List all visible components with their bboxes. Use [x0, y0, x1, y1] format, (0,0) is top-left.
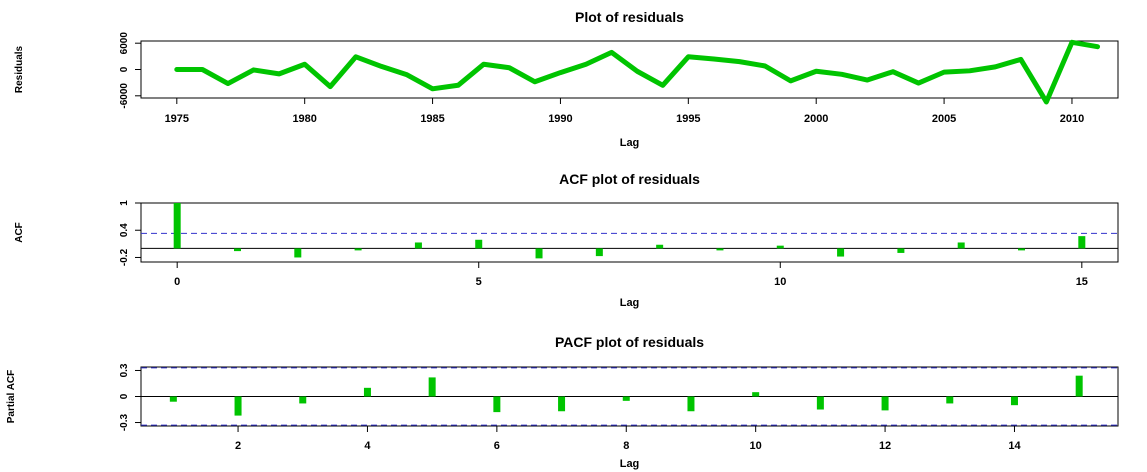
- x-tick-label: 1975: [165, 113, 189, 125]
- correlation-bar: [816, 396, 824, 410]
- acf-panel: ACF plot of residuals Lag ACF 0 5 10 15 -0.2 0.4…: [14, 171, 1119, 309]
- x-tick-label: 1995: [676, 113, 700, 125]
- correlation-bar: [173, 203, 181, 249]
- y-axis-label: Residuals: [14, 45, 25, 93]
- x-tick-label: 5: [476, 276, 482, 288]
- x-tick-label: 10: [750, 440, 762, 452]
- correlation-bar: [595, 248, 603, 257]
- x-tick-label: 1980: [292, 113, 316, 125]
- correlation-bar: [776, 245, 784, 249]
- correlation-bar: [837, 248, 845, 257]
- x-tick-label: 2005: [932, 113, 956, 125]
- correlation-bar: [354, 248, 362, 251]
- correlation-bar: [957, 242, 965, 249]
- correlation-bar: [299, 396, 307, 404]
- correlation-bar: [881, 396, 889, 411]
- x-tick-label: 0: [174, 276, 180, 288]
- correlation-bar: [558, 396, 566, 412]
- chart-title: ACF plot of residuals: [559, 171, 700, 187]
- correlation-bar: [687, 396, 695, 412]
- x-tick-label: 8: [623, 440, 629, 452]
- x-tick-label: 2010: [1060, 113, 1084, 125]
- correlation-bar: [428, 377, 436, 397]
- correlation-bar: [234, 396, 242, 416]
- x-tick-label: 2000: [804, 113, 828, 125]
- x-axis-label: Lag: [620, 297, 640, 309]
- y-axis-label: Partial ACF: [6, 370, 17, 424]
- x-tick-label: 1985: [420, 113, 444, 125]
- x-tick-label: 6: [494, 440, 500, 452]
- chart-title: PACF plot of residuals: [555, 334, 704, 350]
- residuals-panel: Plot of residuals Lag Residuals 1975 1980 198…: [14, 9, 1119, 149]
- chart-title: Plot of residuals: [575, 9, 684, 25]
- correlation-bar: [169, 396, 177, 402]
- correlation-bar: [233, 248, 241, 252]
- y-tick-label: 0: [119, 66, 130, 72]
- correlation-bar: [716, 248, 724, 251]
- correlation-bar: [622, 396, 630, 401]
- correlation-bar: [535, 248, 543, 259]
- x-tick-label: 14: [1008, 440, 1021, 452]
- correlation-bar: [1075, 375, 1083, 397]
- y-axis-label: ACF: [14, 222, 25, 243]
- correlation-bar: [1018, 248, 1026, 251]
- x-tick-label: 15: [1076, 276, 1088, 288]
- correlation-bar: [656, 244, 664, 249]
- x-axis-label: Lag: [620, 137, 640, 149]
- x-tick-label: 12: [879, 440, 891, 452]
- pacf-panel: PACF plot of residuals Lag Partial ACF 2 4 6 8…: [6, 334, 1119, 470]
- y-tick-label: 0.3: [119, 363, 130, 377]
- correlation-bar: [294, 248, 302, 258]
- correlation-bar: [897, 248, 905, 253]
- y-tick-label: 6000: [119, 32, 130, 55]
- y-tick-label: -6000: [119, 83, 130, 109]
- x-tick-label: 10: [774, 276, 786, 288]
- correlation-bar: [1078, 236, 1086, 249]
- y-tick-label: 1: [119, 200, 130, 206]
- residual-series-line: [174, 39, 1101, 105]
- x-axis-label: Lag: [620, 458, 640, 470]
- x-tick-label: 1990: [548, 113, 572, 125]
- plot-frame: [140, 202, 1119, 263]
- y-tick-label: -0.2: [119, 248, 130, 266]
- correlation-bar: [475, 239, 483, 249]
- y-tick-label: -0.3: [119, 413, 130, 431]
- correlation-bar: [414, 242, 422, 249]
- x-tick-label: 2: [235, 440, 241, 452]
- x-tick-label: 4: [364, 440, 371, 452]
- correlation-bar: [363, 387, 371, 397]
- y-tick-label: 0.4: [119, 223, 130, 237]
- y-tick-label: 0: [119, 393, 130, 399]
- correlation-bar: [946, 396, 954, 404]
- correlation-bar: [493, 396, 501, 413]
- correlation-bar: [752, 392, 760, 397]
- correlation-bar: [1010, 396, 1018, 406]
